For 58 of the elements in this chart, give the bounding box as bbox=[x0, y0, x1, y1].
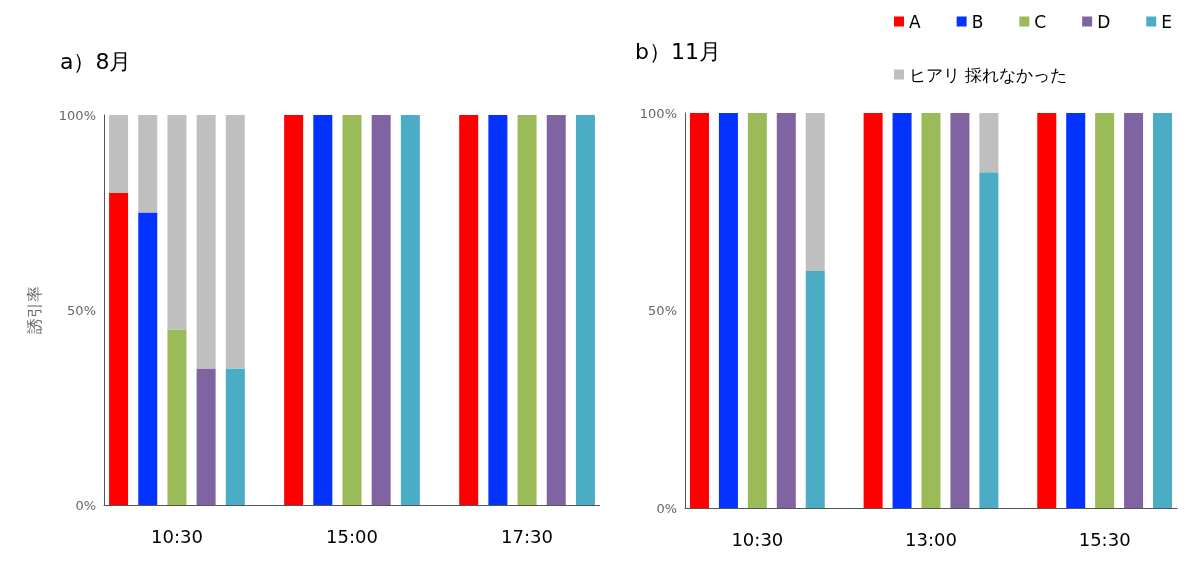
bar bbox=[805, 271, 825, 508]
y-tick-label: 100% bbox=[58, 107, 96, 123]
bar bbox=[546, 115, 566, 505]
bar bbox=[979, 172, 999, 508]
bar bbox=[459, 115, 479, 505]
bar bbox=[776, 113, 796, 508]
bar bbox=[225, 115, 245, 369]
bar bbox=[167, 115, 187, 330]
bar bbox=[1124, 113, 1144, 508]
bar bbox=[718, 113, 738, 508]
y-tick-label: 0% bbox=[75, 497, 96, 513]
bar bbox=[109, 115, 129, 193]
bar bbox=[284, 115, 304, 505]
bar bbox=[575, 115, 595, 505]
x-tick-label: 13:00 bbox=[905, 528, 957, 550]
bar bbox=[517, 115, 537, 505]
legend-label: D bbox=[1097, 11, 1111, 32]
bar bbox=[488, 115, 508, 505]
chart-title: a）8月 bbox=[60, 48, 132, 74]
bar bbox=[1095, 113, 1115, 508]
bar bbox=[313, 115, 333, 505]
bar bbox=[950, 113, 970, 508]
y-tick-label: 50% bbox=[648, 303, 677, 318]
bar bbox=[138, 212, 158, 505]
x-tick-label: 15:30 bbox=[1078, 528, 1131, 550]
bar bbox=[1066, 113, 1086, 508]
legend-label: C bbox=[1034, 11, 1047, 32]
y-axis-title: 誘引率 bbox=[24, 286, 44, 334]
legend-label: B bbox=[971, 11, 984, 32]
bar bbox=[1037, 113, 1057, 508]
y-tick-label: 100% bbox=[639, 105, 677, 121]
chart-title: b）11月 bbox=[635, 38, 721, 64]
x-tick-label: 10:30 bbox=[731, 528, 784, 550]
y-tick-label: 0% bbox=[656, 500, 677, 516]
bar bbox=[342, 115, 362, 505]
bar bbox=[196, 115, 216, 369]
bar bbox=[400, 115, 420, 505]
bar bbox=[979, 113, 999, 173]
bar bbox=[892, 113, 912, 508]
x-tick-label: 17:30 bbox=[501, 525, 553, 547]
x-tick-label: 15:00 bbox=[326, 525, 378, 547]
legend-label: A bbox=[909, 11, 922, 32]
bar bbox=[863, 113, 883, 508]
x-tick-label: 10:30 bbox=[151, 525, 203, 547]
legend-label: E bbox=[1161, 11, 1173, 32]
bar bbox=[1153, 113, 1173, 508]
bar bbox=[921, 113, 941, 508]
bar bbox=[371, 115, 391, 505]
bar bbox=[138, 115, 158, 213]
legend-label: ヒアリ 採れなかった bbox=[909, 64, 1068, 85]
bar bbox=[689, 113, 709, 508]
bar bbox=[109, 193, 129, 505]
bar bbox=[196, 368, 216, 505]
bar bbox=[167, 329, 187, 505]
bar bbox=[805, 113, 825, 271]
bar bbox=[747, 113, 767, 508]
bar bbox=[225, 368, 245, 505]
y-tick-label: 50% bbox=[67, 302, 96, 318]
